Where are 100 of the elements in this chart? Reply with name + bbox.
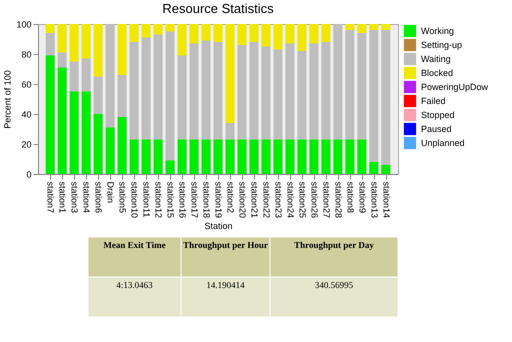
x-tick-label: station8	[345, 182, 356, 214]
bar	[273, 140, 282, 174]
bar	[58, 52, 67, 68]
x-tick-label: station4	[82, 182, 92, 214]
x-tick-label: station1	[58, 182, 68, 214]
bar	[333, 140, 342, 174]
bar	[357, 24, 366, 33]
text: 14.190414	[206, 280, 246, 290]
x-tick-label: station7	[46, 182, 56, 214]
bar	[70, 92, 79, 174]
bar	[345, 24, 354, 30]
bar	[249, 42, 258, 140]
bar	[261, 24, 270, 46]
legend-label: Paused	[421, 124, 452, 134]
bar	[225, 140, 234, 174]
x-tick-label: station10	[130, 182, 140, 218]
bar	[369, 30, 378, 162]
bar	[94, 76, 103, 114]
text: Throughput per Hour	[183, 240, 268, 250]
bar	[214, 24, 222, 42]
bar	[381, 24, 390, 30]
bar	[166, 32, 175, 160]
bar	[237, 140, 246, 174]
bar	[202, 140, 211, 174]
x-tick-label: station15	[166, 182, 176, 218]
bar	[154, 34, 163, 140]
x-tick-label: station26	[309, 182, 320, 218]
bar	[82, 92, 91, 174]
bar	[321, 42, 330, 140]
bar	[309, 44, 318, 140]
bar	[225, 123, 234, 140]
bar	[142, 38, 151, 140]
bar	[297, 51, 306, 140]
bar	[237, 45, 246, 140]
bar	[154, 24, 163, 34]
bar	[190, 140, 199, 174]
bar	[178, 24, 187, 56]
bar	[106, 128, 115, 174]
bar	[261, 46, 270, 140]
bar	[345, 30, 354, 140]
bar	[214, 140, 222, 174]
x-tick-label: station25	[297, 182, 308, 218]
bar	[58, 68, 67, 174]
bar	[142, 140, 151, 174]
bar	[130, 24, 139, 42]
bar	[345, 140, 354, 174]
x-tick-label: station27	[321, 182, 332, 218]
bar	[369, 162, 378, 174]
bar	[46, 56, 55, 174]
bar	[190, 44, 199, 140]
bar	[369, 24, 378, 30]
bar	[154, 140, 163, 174]
bar	[321, 24, 330, 42]
x-tick-label: station21	[249, 182, 260, 218]
x-tick-label: station18	[202, 182, 212, 218]
bar	[130, 42, 139, 140]
bar	[321, 140, 330, 174]
x-tick-label: station20	[237, 182, 248, 218]
legend-label: Waiting	[421, 54, 451, 64]
text: 4:13.0463	[116, 280, 154, 290]
x-tick-label: station5	[118, 182, 128, 214]
x-tick-label: station6	[94, 182, 104, 214]
x-tick-label: station2	[225, 182, 236, 214]
bar	[285, 44, 294, 140]
bar	[357, 33, 366, 140]
bar	[106, 24, 115, 128]
bar	[82, 24, 91, 58]
bar	[261, 140, 270, 174]
x-tick-label: station11	[142, 182, 152, 218]
bar	[82, 58, 91, 92]
bar	[178, 56, 187, 140]
bar	[118, 24, 127, 75]
x-tick-label: Drain	[106, 182, 116, 204]
y-tick-label: 80	[21, 50, 32, 60]
legend-label: Unplanned	[421, 138, 465, 148]
x-tick-label: station3	[70, 182, 80, 214]
x-tick-label: station28	[333, 182, 344, 218]
x-tick-label: station16	[178, 182, 188, 218]
x-tick-label: station22	[261, 182, 272, 218]
bar	[190, 24, 199, 44]
y-tick-label: 100	[16, 20, 32, 30]
bar	[249, 140, 258, 174]
legend-label: Stopped	[421, 110, 455, 120]
bar	[94, 24, 103, 76]
y-tick-label: 40	[21, 110, 32, 120]
x-tick-label: station17	[190, 182, 200, 218]
x-tick-label: station24	[285, 182, 296, 218]
bar	[70, 24, 79, 62]
bar	[118, 75, 127, 117]
bar	[46, 24, 55, 33]
x-tick-label: station13	[369, 182, 380, 218]
bar	[70, 62, 79, 92]
legend-label: Failed	[421, 96, 446, 106]
bar	[273, 50, 282, 140]
bar	[58, 24, 67, 52]
x-tick-label: station12	[154, 182, 164, 218]
bar	[202, 40, 211, 140]
x-tick-label: station23	[273, 182, 284, 218]
bar	[309, 140, 318, 174]
legend-label: Working	[421, 26, 454, 36]
